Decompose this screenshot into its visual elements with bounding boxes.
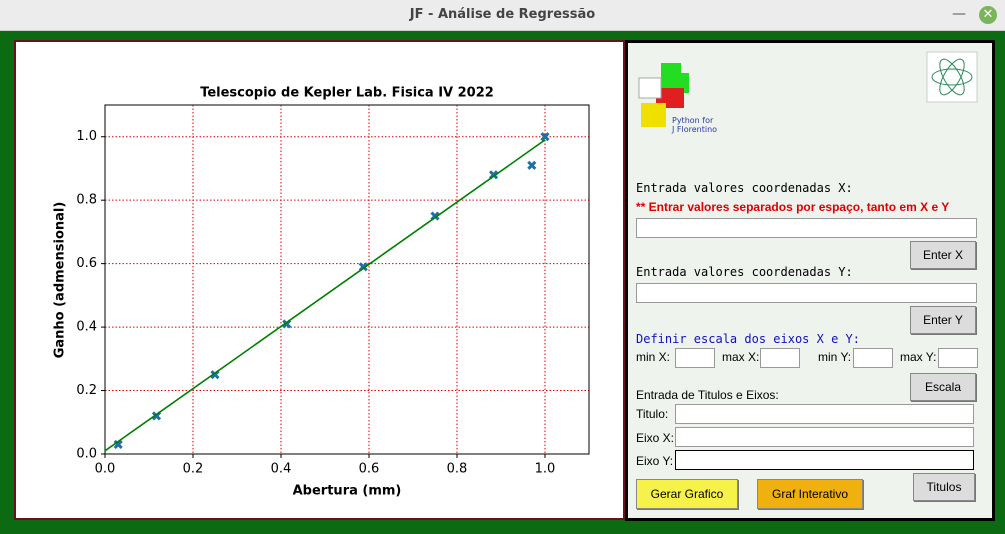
- fit-line: [104, 139, 546, 452]
- scale-input[interactable]: [853, 348, 893, 368]
- x-tick-label: 0.6: [359, 462, 380, 477]
- title-input[interactable]: [675, 404, 974, 424]
- titles-label: Eixo Y:: [636, 454, 674, 468]
- chart: Telescopio de Kepler Lab. Fisica IV 2022…: [53, 86, 590, 499]
- interactive-button[interactable]: Graf Interativo: [757, 479, 863, 509]
- y-tick-label: 0.0: [76, 447, 97, 462]
- x-axis-label: Abertura (mm): [293, 484, 402, 499]
- titles-heading: Entrada de Titulos e Eixos:: [636, 388, 779, 402]
- titles-label: Titulo:: [636, 407, 669, 421]
- logo-line: J Florentino: [672, 125, 718, 134]
- x-input[interactable]: [636, 218, 977, 238]
- plot-frame: Telescopio de Kepler Lab. Fisica IV 2022…: [14, 40, 625, 520]
- data-point: [527, 160, 537, 170]
- y-tick-label: 1.0: [76, 129, 97, 144]
- y-input[interactable]: [636, 283, 977, 303]
- logo-text: Python for J Florentino: [672, 116, 717, 134]
- enter-x-button[interactable]: Enter X: [910, 241, 976, 269]
- x-entry-hint: ** Entrar valores separados por espaço, …: [636, 200, 950, 214]
- y-tick-label: 0.4: [76, 320, 97, 335]
- y-axis-label: Ganho (admensional): [53, 202, 68, 359]
- data-point: [540, 132, 550, 142]
- data-point: [113, 439, 123, 450]
- x-tick-label: 0.8: [447, 462, 468, 477]
- titles-button[interactable]: Titulos: [913, 473, 975, 501]
- scale-input[interactable]: [675, 348, 715, 368]
- y-tick-label: 0.6: [76, 256, 97, 271]
- scale-label: min Y:: [818, 350, 852, 364]
- window-title: JF - Análise de Regressão: [409, 7, 596, 22]
- close-button[interactable]: ✕: [979, 6, 997, 24]
- scale-label: max X:: [722, 350, 760, 364]
- scale-button[interactable]: Escala: [910, 373, 976, 401]
- y-tick-label: 0.2: [76, 383, 97, 398]
- generate-button[interactable]: Gerar Grafico: [636, 479, 738, 509]
- titles-label: Eixo X:: [636, 431, 675, 445]
- x-tick-label: 0.0: [95, 462, 116, 477]
- x-entry-label: Entrada valores coordenadas X:: [636, 181, 853, 195]
- x-tick-label: 1.0: [535, 462, 556, 477]
- plot-area: [104, 104, 590, 455]
- puzzle-logo: [638, 63, 689, 127]
- atom-logo: [926, 51, 978, 103]
- scale-heading: Definir escala dos eixos X e Y:: [636, 332, 860, 346]
- y-entry-label: Entrada valores coordenadas Y:: [636, 265, 853, 279]
- x-tick-label: 0.4: [271, 462, 292, 477]
- scale-label: min X:: [636, 350, 671, 364]
- minimize-button[interactable]: —: [952, 6, 966, 22]
- y-tick-label: 0.8: [76, 193, 97, 208]
- scale-input[interactable]: [760, 348, 800, 368]
- scale-label: max Y:: [900, 350, 937, 364]
- x-label-input[interactable]: [675, 427, 974, 447]
- chart-title: Telescopio de Kepler Lab. Fisica IV 2022: [200, 86, 494, 101]
- control-panel: Python for J Florentino Entrada valores c…: [625, 40, 995, 521]
- enter-y-button[interactable]: Enter Y: [910, 306, 976, 334]
- title-bar: JF - Análise de Regressão — ✕: [0, 0, 1005, 31]
- y-label-input[interactable]: [675, 450, 974, 470]
- logo-line: Python for: [672, 116, 714, 125]
- x-tick-label: 0.2: [183, 462, 204, 477]
- scale-input[interactable]: [938, 348, 978, 368]
